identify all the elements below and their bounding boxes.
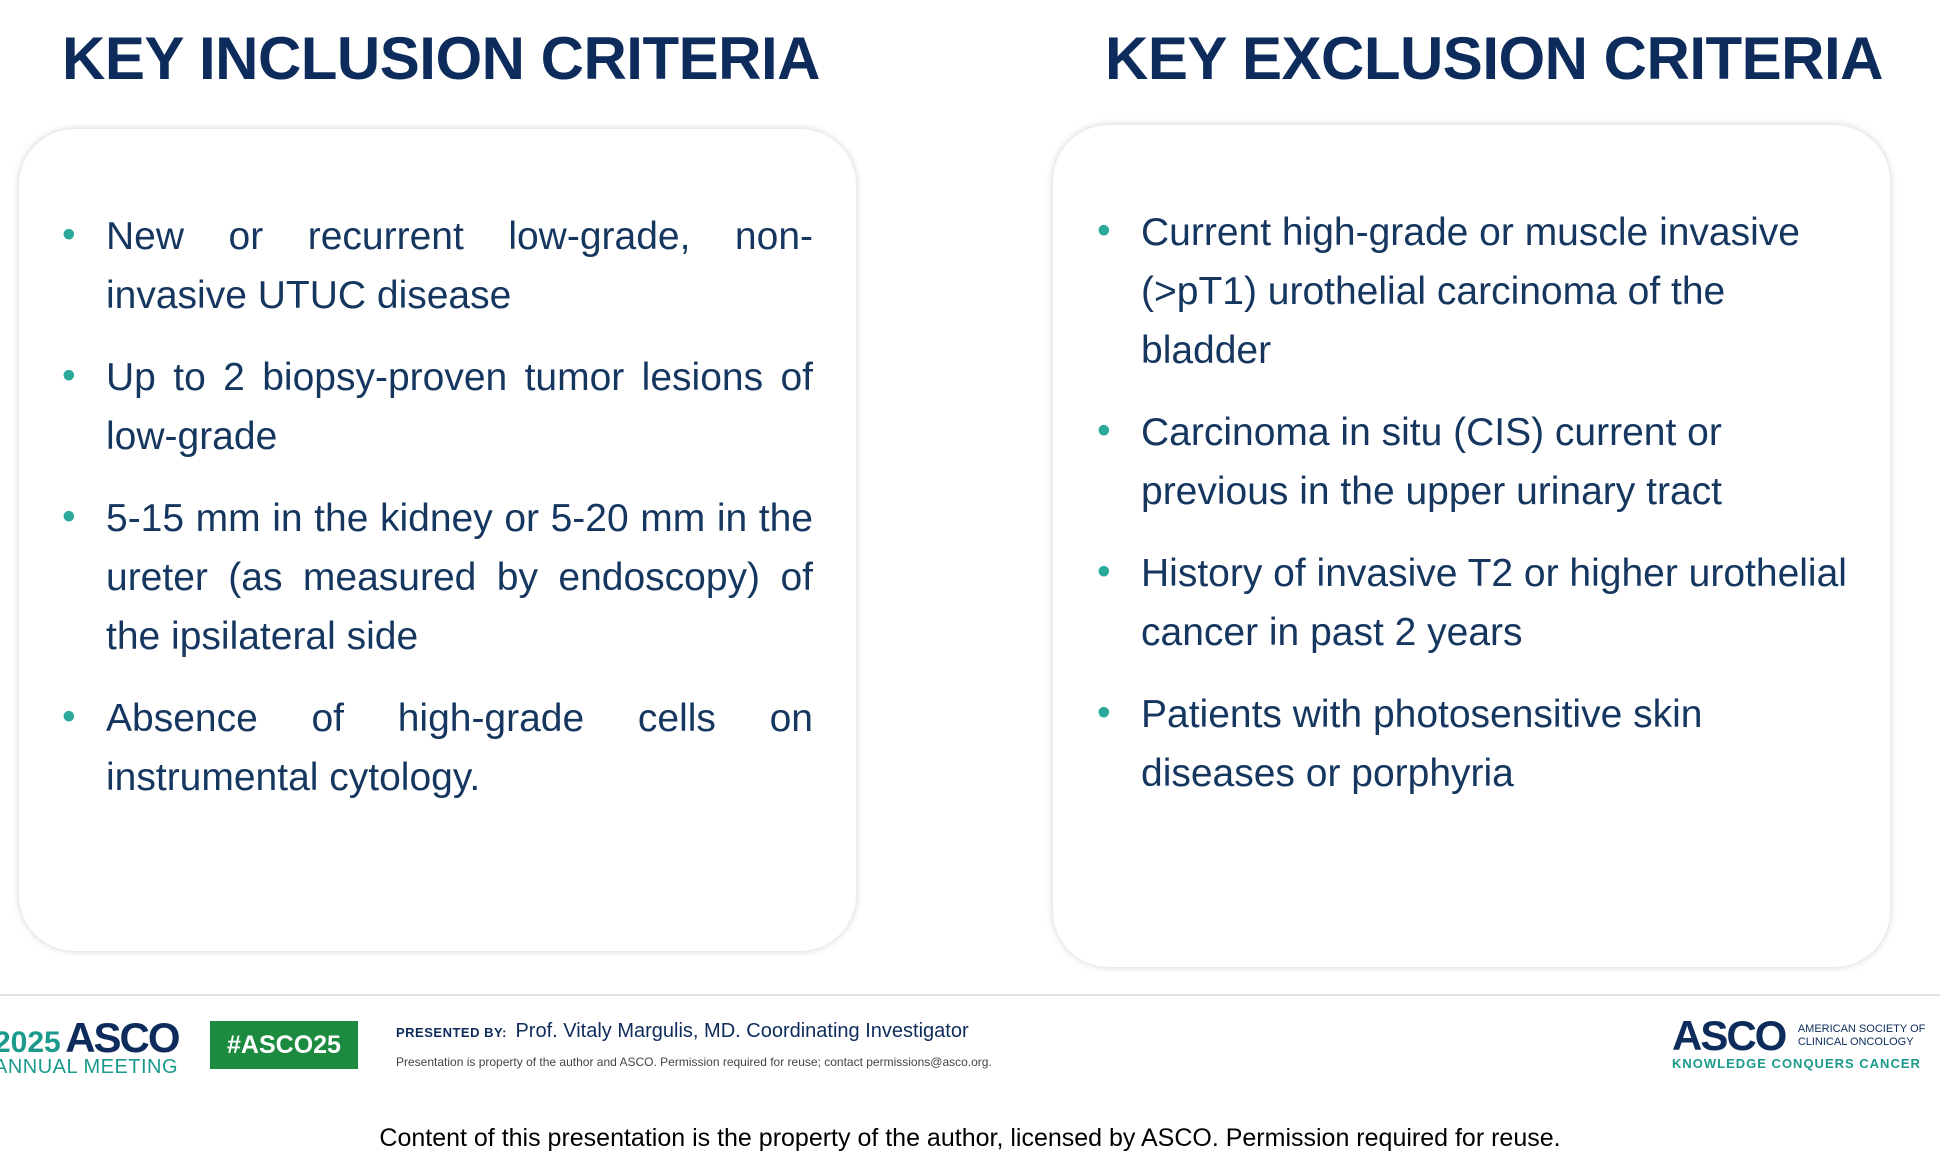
criterion: Current high-grade or muscle invasive (>… bbox=[1097, 201, 1861, 380]
footer-rule bbox=[0, 994, 1940, 996]
criterion: History of invasive T2 or higher urothel… bbox=[1097, 542, 1861, 662]
criterion: Carcinoma in situ (CIS) current or previ… bbox=[1097, 401, 1861, 521]
tagline: KNOWLEDGE CONQUERS CANCER bbox=[1672, 1056, 1921, 1071]
presenter: Prof. Vitaly Margulis, MD. Coordinating … bbox=[515, 1020, 969, 1042]
org-name-line2: CLINICAL ONCOLOGY bbox=[1797, 1036, 1914, 1048]
criterion: Up to 2 biopsy-proven tumor lesions of l… bbox=[62, 346, 813, 466]
inclusion-list: New or recurrent low-grade, non-invasive… bbox=[62, 205, 813, 830]
org-name-line1: AMERICAN SOCIETY OF bbox=[1797, 1023, 1926, 1035]
meeting-year: 2025 bbox=[0, 1026, 61, 1059]
criterion: Absence of high-grade cells on instrumen… bbox=[62, 687, 813, 807]
notice: Presentation is property of the author a… bbox=[396, 1055, 992, 1069]
exclusion-title: KEY EXCLUSION CRITERIA bbox=[1105, 25, 1884, 92]
meeting-brand: ASCO bbox=[65, 1014, 180, 1061]
hashtag: #ASCO25 bbox=[210, 1021, 358, 1069]
criterion: New or recurrent low-grade, non-invasive… bbox=[62, 205, 813, 325]
inclusion-title: KEY INCLUSION CRITERIA bbox=[62, 25, 820, 92]
exclusion-list: Current high-grade or muscle invasive (>… bbox=[1097, 201, 1861, 826]
org-logo: ASCO bbox=[1672, 1012, 1787, 1059]
presented-by-label: PRESENTED BY: bbox=[396, 1025, 507, 1040]
meeting-logo: 2025 ASCO ANNUAL MEETING bbox=[0, 1014, 181, 1079]
copyright: Content of this presentation is the prop… bbox=[379, 1124, 1561, 1152]
meeting-name: ANNUAL MEETING bbox=[0, 1056, 179, 1078]
criterion: 5-15 mm in the kidney or 5-20 mm in the … bbox=[62, 487, 813, 666]
criterion: Patients with photosensitive skin diseas… bbox=[1097, 683, 1861, 803]
presenter-block: PRESENTED BY: Prof. Vitaly Margulis, MD.… bbox=[396, 1020, 992, 1069]
org-logo-block: ASCO AMERICAN SOCIETY OF CLINICAL ONCOLO… bbox=[1672, 1012, 1925, 1071]
